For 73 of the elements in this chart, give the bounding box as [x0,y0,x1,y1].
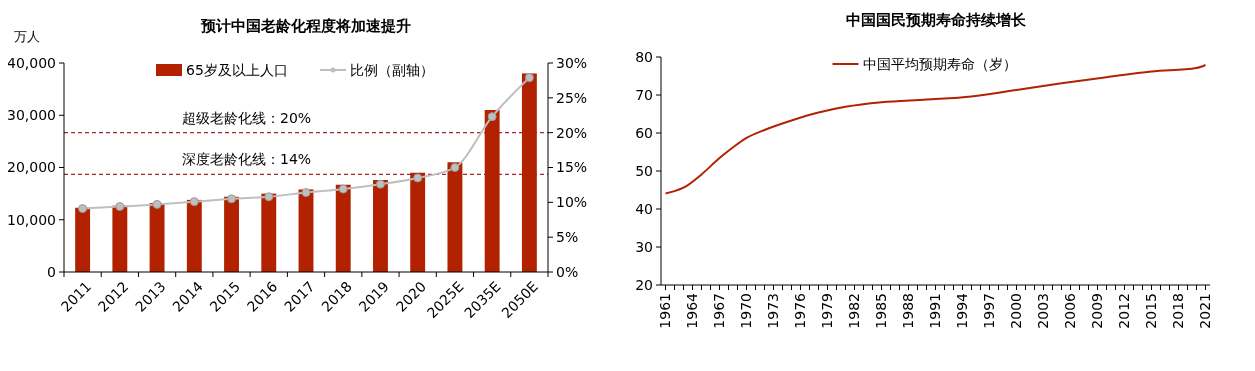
point [115,202,125,212]
point [301,188,311,198]
y-tick-label: 80 [635,48,653,65]
point [413,173,423,183]
bar [484,110,500,272]
bar [112,205,128,272]
point [264,192,274,202]
y-tick-label: 40 [635,200,653,217]
x-tick-label: 1979 [819,293,836,329]
chart-title: 中国国民预期寿命持续增长 [845,11,1027,29]
ref-line-label: 超级老龄化线：20% [182,109,312,126]
y2-tick-label: 10% [556,194,588,211]
point [152,199,162,209]
y-tick-label: 40,000 [7,54,56,71]
y-tick-label: 20,000 [7,159,56,176]
y2-tick-label: 5% [556,229,579,246]
bar [149,203,165,272]
bar [335,184,351,272]
chart-title: 预计中国老龄化程度将加速提升 [200,17,411,35]
bar [75,207,91,272]
bar [521,73,537,272]
y2-tick-label: 0% [556,263,579,280]
y-tick-label: 30 [635,238,653,255]
y2-tick-label: 15% [556,159,588,176]
y-tick-label: 50 [635,162,653,179]
x-tick-label: 1967 [711,293,728,329]
y2-tick-label: 25% [556,89,588,106]
x-tick-label: 1991 [927,293,944,329]
x-tick-label: 1985 [873,293,890,329]
legend-label: 比例（副轴） [350,61,434,78]
point [524,73,534,83]
x-tick-label: 1994 [954,292,971,329]
x-tick-label: 1982 [846,293,863,329]
x-tick-label: 1964 [684,292,701,329]
bar [261,193,277,272]
point [487,112,497,122]
point [189,197,199,207]
legend-label: 65岁及以上人口 [186,61,288,78]
bar [410,172,426,272]
y-tick-label: 20 [635,276,653,293]
bar [224,196,239,272]
point [450,163,460,172]
bar [373,180,388,272]
x-tick-label: 2012 [1116,293,1133,329]
x-tick-label: 2018 [1170,293,1187,329]
x-tick-label: 1976 [792,292,809,329]
x-tick-label: 2015 [1143,293,1160,329]
y-tick-label: 70 [635,86,653,103]
x-tick-label: 2021 [1197,293,1214,329]
y-axis-title: 万人 [14,29,40,44]
bar [447,162,463,272]
x-tick-label: 1970 [738,293,755,329]
x-tick-label: 2003 [1035,293,1052,329]
y2-tick-label: 20% [556,124,588,141]
x-tick-label: 2006 [1062,292,1079,329]
bar [186,199,202,272]
point [338,184,348,194]
x-tick-label: 1988 [900,293,917,329]
x-tick-label: 2000 [1008,293,1025,329]
y-tick-label: 10,000 [7,211,56,228]
point [78,204,88,214]
y-tick-label: 30,000 [7,107,56,124]
point [227,194,237,204]
x-tick-label: 1997 [981,293,998,329]
legend-label: 中国平均预期寿命（岁） [862,55,1017,72]
x-tick-label: 1961 [657,293,674,329]
y-tick-label: 0 [47,263,56,280]
x-tick-label: 2009 [1089,293,1106,329]
y2-tick-label: 30% [556,54,588,71]
y-tick-label: 60 [635,124,653,141]
x-tick-label: 1973 [765,293,782,329]
point [375,179,385,189]
ref-line-label: 深度老龄化线：14% [182,151,312,168]
